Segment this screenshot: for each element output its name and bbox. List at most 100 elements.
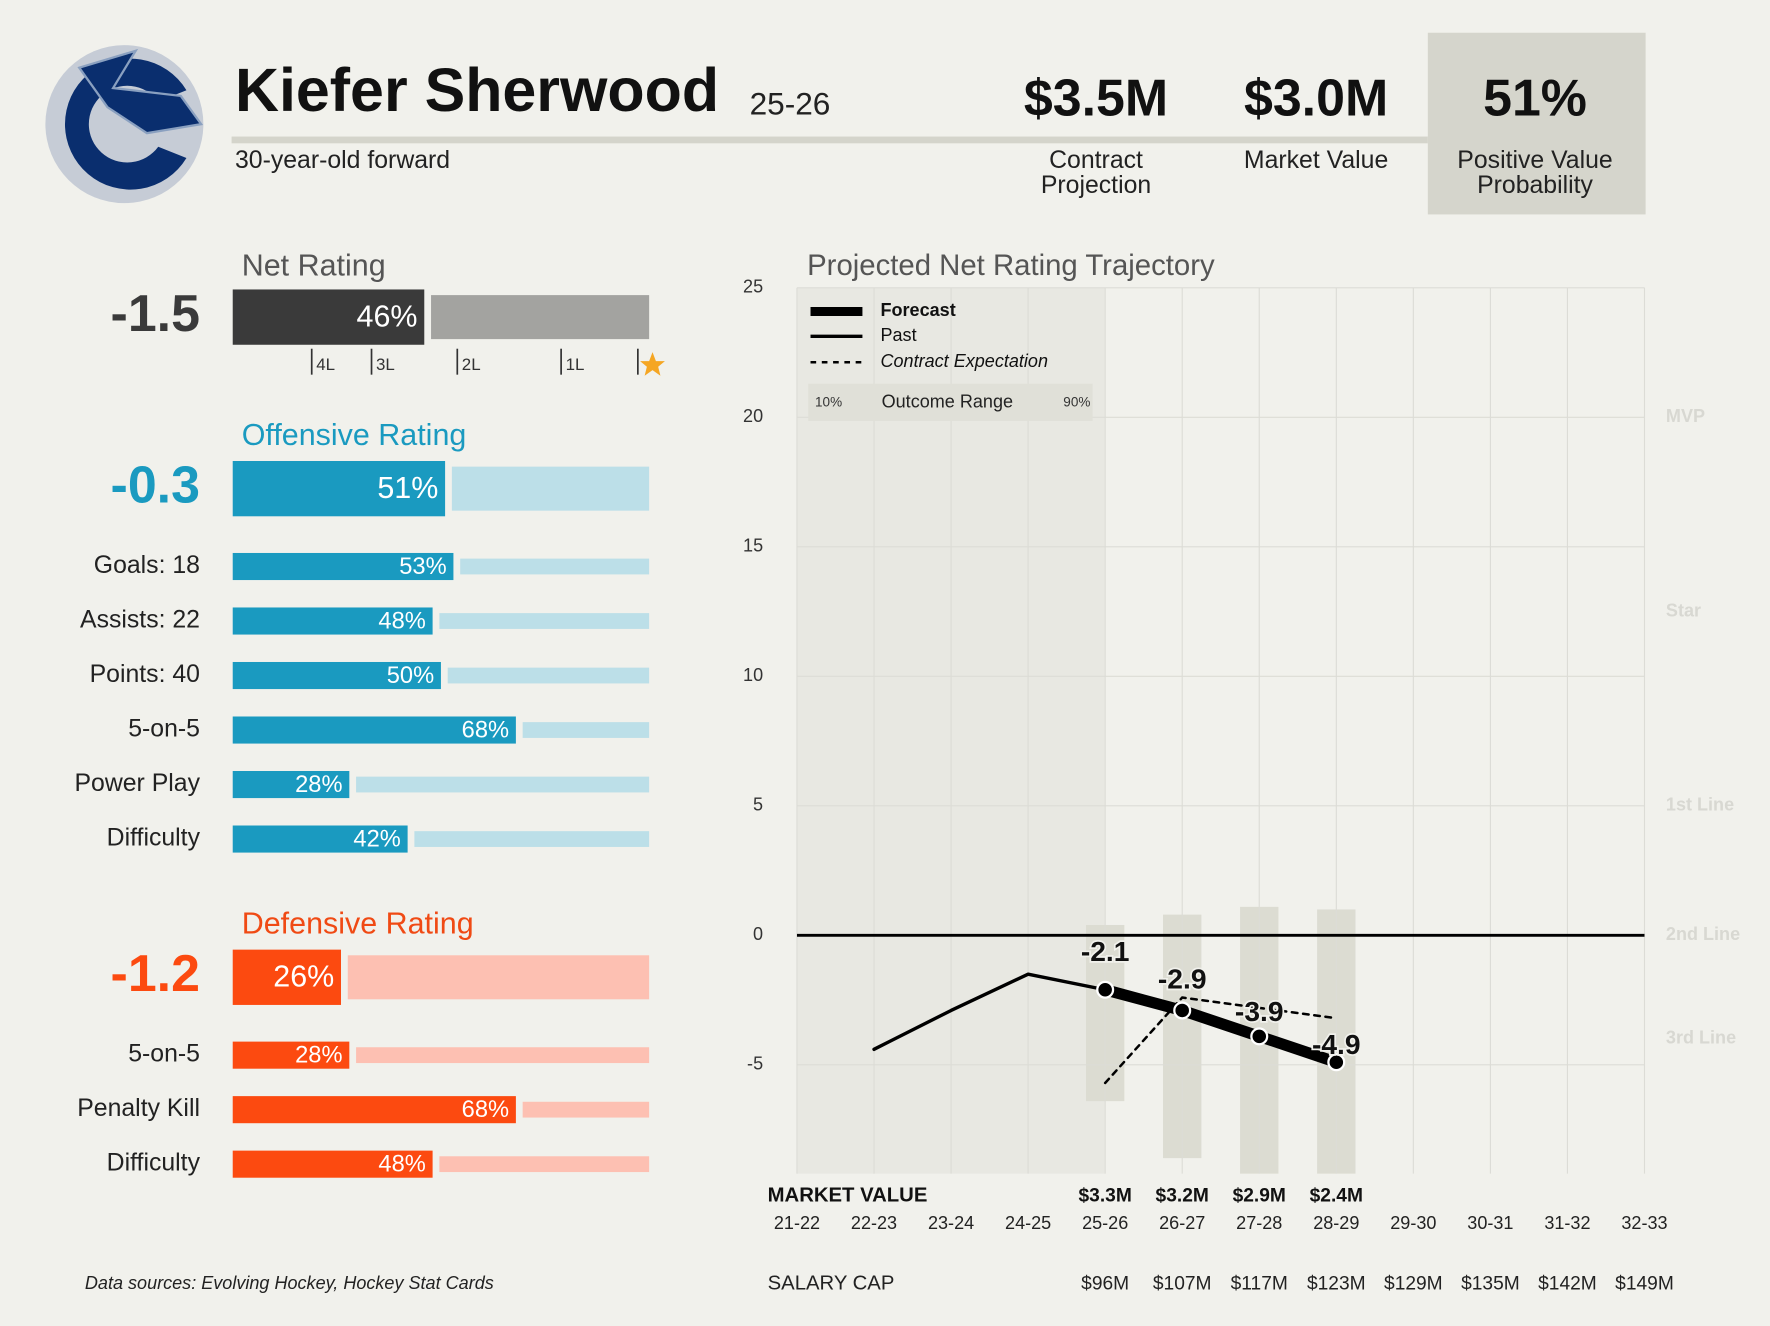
stat-label: Projection: [1041, 172, 1151, 199]
forecast-point: [1173, 1001, 1192, 1020]
stat-label: Positive Value: [1457, 147, 1612, 174]
defensive-rating-title: Defensive Rating: [242, 906, 474, 940]
row-label: Difficulty: [107, 825, 201, 852]
series-line: [872, 972, 1107, 1052]
tier-label: Star: [1666, 600, 1701, 620]
market-value: $3.3M: [1079, 1185, 1132, 1206]
y-tick-label: 10: [743, 665, 763, 685]
rating-bar-rest: [460, 558, 650, 575]
legend-label: 90%: [1063, 394, 1090, 409]
forecast-label: -2.9: [1158, 963, 1207, 995]
player-name: Kiefer Sherwood: [235, 56, 719, 124]
y-tick-label: 5: [753, 795, 763, 815]
rating-bar-rest: [439, 613, 650, 629]
tier-label: MVP: [1666, 406, 1705, 426]
star-icon: [640, 352, 665, 376]
forecast-label: -2.1: [1081, 935, 1130, 967]
x-tick-label: 26-27: [1159, 1213, 1205, 1233]
tier-mark: 4L: [316, 355, 335, 374]
player-description: 30-year-old forward: [235, 147, 450, 174]
chart-title: Projected Net Rating Trajectory: [807, 249, 1215, 282]
rating-bar: [232, 770, 350, 799]
market-value: $2.4M: [1310, 1185, 1363, 1206]
y-tick-label: 25: [743, 277, 763, 297]
x-tick-label: 29-30: [1390, 1213, 1436, 1233]
x-tick-label: 27-28: [1236, 1213, 1282, 1233]
forecast-label: -4.9: [1312, 1028, 1361, 1060]
tier-mark: 2L: [462, 355, 481, 374]
x-tick-label: 32-33: [1621, 1213, 1667, 1233]
rating-bar: [232, 460, 446, 517]
row-label: Difficulty: [107, 1150, 201, 1177]
legend-label: 10%: [815, 394, 842, 409]
salary-cap: $107M: [1153, 1273, 1212, 1294]
rating-bar-rest: [347, 955, 650, 1000]
series-line: [1099, 984, 1342, 1068]
x-tick-label: 23-24: [928, 1213, 974, 1233]
legend-range-box: [808, 383, 1093, 421]
salary-cap: $142M: [1538, 1273, 1597, 1294]
rating-bar-rest: [414, 831, 650, 847]
salary-cap: $117M: [1231, 1273, 1288, 1294]
rating-bar-rest: [431, 295, 650, 340]
legend-label: Past: [880, 325, 916, 345]
row-label: Penalty Kill: [77, 1095, 200, 1122]
market-value: $3.2M: [1156, 1185, 1209, 1206]
series-line: [1103, 996, 1338, 1085]
x-tick-label: 28-29: [1313, 1213, 1359, 1233]
x-tick-label: 22-23: [851, 1213, 897, 1233]
rating-bar: [232, 1096, 516, 1124]
stat-value: $3.5M: [1024, 69, 1168, 127]
rating-pct-label: 53%: [399, 554, 446, 580]
highlight-box: [1427, 32, 1646, 215]
legend-label: Contract Expectation: [880, 351, 1048, 371]
team-logo: [45, 45, 204, 204]
rating-bar: [232, 661, 441, 690]
tier-mark: 3L: [376, 355, 395, 374]
rating-pct-label: 26%: [273, 959, 334, 993]
market-value: $2.9M: [1233, 1185, 1286, 1206]
legend-label: Outcome Range: [882, 392, 1013, 412]
rating-pct-label: 28%: [295, 772, 342, 798]
rating-bar: [232, 1041, 350, 1069]
salary-cap: $123M: [1307, 1273, 1366, 1294]
stat-value: $3.0M: [1244, 69, 1388, 127]
rating-bar-rest: [439, 1156, 650, 1173]
y-tick-label: 0: [753, 924, 763, 944]
rating-value: -1.5: [111, 285, 200, 343]
row-label: Assists: 22: [80, 607, 200, 634]
header-rule: [231, 136, 1428, 144]
y-tick-label: 15: [743, 536, 763, 556]
rating-pct-label: 48%: [378, 608, 425, 634]
row-label: 5-on-5: [128, 1041, 200, 1068]
rating-bar: [232, 825, 408, 853]
x-tick-label: 25-26: [1082, 1213, 1128, 1233]
rating-bar: [232, 289, 425, 345]
tier-label: 3rd Line: [1666, 1028, 1736, 1048]
tier-label: 2nd Line: [1666, 924, 1740, 944]
row-label: Points: 40: [90, 661, 200, 688]
stat-value: 51%: [1483, 69, 1587, 127]
rating-bar: [232, 1150, 433, 1178]
salary-cap: $129M: [1384, 1273, 1443, 1294]
rating-pct-label: 50%: [387, 663, 434, 689]
tier-label: 1st Line: [1666, 795, 1734, 815]
rating-pct-label: 48%: [378, 1152, 425, 1178]
forecast-point: [1250, 1027, 1269, 1046]
rating-bar-rest: [451, 466, 650, 511]
rating-pct-label: 68%: [462, 1097, 509, 1123]
rating-bar: [232, 607, 433, 635]
salary-cap: $96M: [1081, 1273, 1129, 1294]
rating-pct-label: 42%: [353, 826, 400, 852]
x-tick-label: 24-25: [1005, 1213, 1051, 1233]
rating-bar-rest: [522, 722, 650, 738]
rating-bar-rest: [356, 776, 650, 793]
forecast-point: [1096, 980, 1115, 999]
row-label: 5-on-5: [128, 716, 200, 743]
rating-bar-rest: [522, 1101, 650, 1118]
rating-value: -1.2: [111, 945, 200, 1003]
tier-mark: 1L: [566, 355, 585, 374]
x-tick-label: 21-22: [774, 1213, 820, 1233]
